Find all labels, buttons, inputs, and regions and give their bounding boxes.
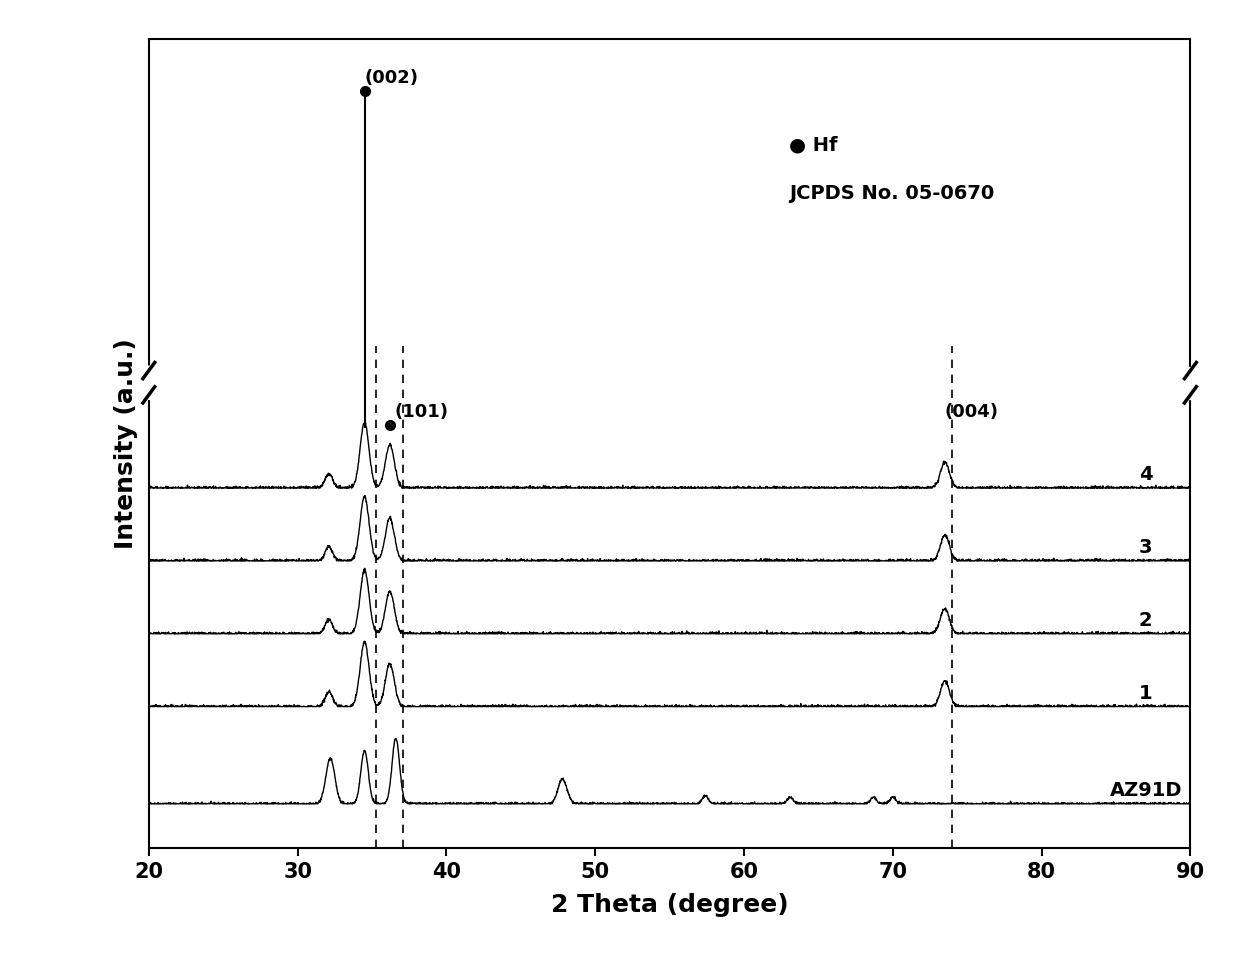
Text: 2: 2 — [1140, 610, 1152, 629]
Text: 4: 4 — [1140, 465, 1152, 484]
Text: ● Hf: ● Hf — [789, 136, 837, 155]
Text: (002): (002) — [365, 69, 419, 87]
Y-axis label: Intensity (a.u.): Intensity (a.u.) — [114, 338, 138, 549]
Text: 3: 3 — [1140, 538, 1152, 557]
X-axis label: 2 Theta (degree): 2 Theta (degree) — [551, 893, 789, 917]
Text: AZ91D: AZ91D — [1110, 781, 1182, 800]
Text: (101): (101) — [394, 403, 449, 421]
Text: JCPDS No. 05-0670: JCPDS No. 05-0670 — [789, 184, 994, 203]
Text: 1: 1 — [1140, 683, 1152, 703]
Text: (004): (004) — [945, 403, 999, 421]
